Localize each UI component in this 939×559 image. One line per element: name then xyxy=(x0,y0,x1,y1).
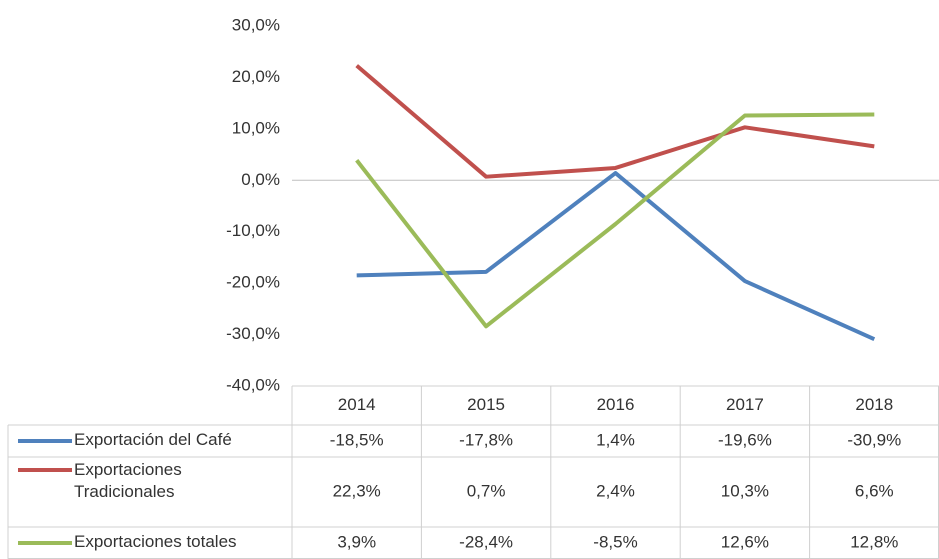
y-tick-label: -20,0% xyxy=(226,273,280,292)
data-label: -28,4% xyxy=(459,532,513,551)
legend-label: Exportaciones Tradicionales xyxy=(74,460,182,501)
data-label: 22,3% xyxy=(333,481,381,500)
x-tick-label: 2018 xyxy=(855,395,893,414)
legend-cell: Exportaciones totales xyxy=(74,532,237,551)
y-tick-label: 10,0% xyxy=(232,118,280,137)
data-label: 1,4% xyxy=(596,430,635,449)
legend-cell: Exportación del Café xyxy=(74,430,232,449)
y-tick-label: 20,0% xyxy=(232,67,280,86)
y-tick-label: 0,0% xyxy=(241,170,280,189)
data-label: 12,6% xyxy=(721,532,769,551)
data-label: 12,8% xyxy=(850,532,898,551)
x-tick-label: 2015 xyxy=(467,395,505,414)
y-tick-label: -30,0% xyxy=(226,324,280,343)
legend-label: Exportación del Café xyxy=(74,430,232,449)
y-tick-label: 30,0% xyxy=(232,15,280,34)
data-label: -19,6% xyxy=(718,430,772,449)
series-line xyxy=(355,64,875,179)
legend-label: Exportaciones totales xyxy=(74,532,237,551)
data-label: 2,4% xyxy=(596,481,635,500)
legend-cell: Exportaciones Tradicionales xyxy=(74,460,182,501)
x-tick-label: 2014 xyxy=(338,395,376,414)
data-label: -30,9% xyxy=(847,430,901,449)
x-tick-label: 2016 xyxy=(597,395,635,414)
series-line xyxy=(355,112,875,329)
data-label: -17,8% xyxy=(459,430,513,449)
data-label: -18,5% xyxy=(330,430,384,449)
x-tick-label: 2017 xyxy=(726,395,764,414)
y-tick-label: -40,0% xyxy=(226,375,280,394)
data-label: 3,9% xyxy=(337,532,376,551)
data-label: 10,3% xyxy=(721,481,769,500)
data-label: 6,6% xyxy=(855,481,894,500)
y-tick-label: -10,0% xyxy=(226,221,280,240)
data-label: 0,7% xyxy=(467,481,506,500)
series-line xyxy=(356,171,876,342)
data-label: -8,5% xyxy=(593,532,637,551)
